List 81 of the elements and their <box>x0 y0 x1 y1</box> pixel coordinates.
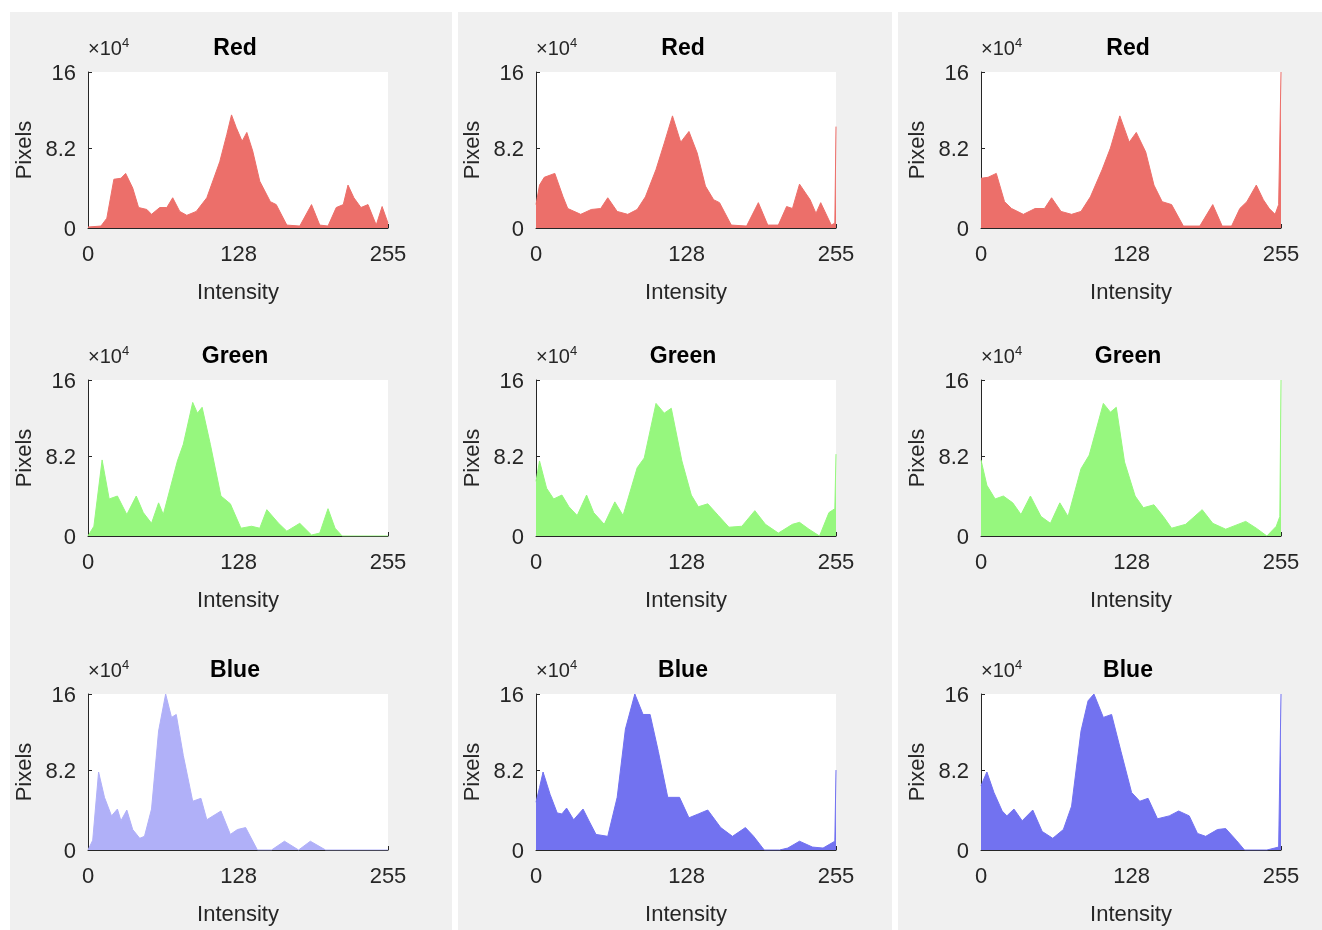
y-tick-label: 16 <box>51 681 76 707</box>
y-tick-label: 8.2 <box>493 757 524 783</box>
chart-title: Blue <box>1103 655 1153 682</box>
x-tick-label: 0 <box>529 862 543 888</box>
y-axis-title: Pixels <box>458 120 484 180</box>
x-tick-label: 255 <box>817 548 855 574</box>
chart-title: Blue <box>210 655 260 682</box>
x-tick-label: 255 <box>1262 862 1300 888</box>
y-tick-label: 0 <box>956 837 969 863</box>
y-tick-label: 16 <box>944 59 969 85</box>
y-axis-title: Pixels <box>10 120 36 180</box>
y-tick-label: 16 <box>944 681 969 707</box>
chart-title: Green <box>201 341 269 368</box>
x-axis-title: Intensity <box>197 278 279 304</box>
x-tick-label: 128 <box>220 548 257 574</box>
y-tick-label: 0 <box>63 215 76 241</box>
x-tick-label: 128 <box>220 240 257 266</box>
x-axis-title: Intensity <box>645 900 727 926</box>
y-tick-label: 16 <box>499 681 524 707</box>
x-tick-label: 0 <box>529 548 543 574</box>
x-tick-label: 255 <box>1262 548 1300 574</box>
x-axis-title: Intensity <box>645 586 727 612</box>
y-tick-label: 8.2 <box>45 757 76 783</box>
y-tick-label: 8.2 <box>938 443 969 469</box>
x-tick-label: 128 <box>668 548 705 574</box>
y-tick-label: 0 <box>511 837 524 863</box>
y-tick-label: 8.2 <box>45 135 76 161</box>
chart-title: Red <box>1106 33 1150 60</box>
x-axis-title: Intensity <box>1090 586 1172 612</box>
y-tick-label: 8.2 <box>493 443 524 469</box>
chart-title: Blue <box>658 655 708 682</box>
x-tick-label: 255 <box>369 862 407 888</box>
y-tick-label: 8.2 <box>493 135 524 161</box>
y-axis-title: Pixels <box>458 742 484 802</box>
x-tick-label: 128 <box>668 862 705 888</box>
x-tick-label: 255 <box>817 240 855 266</box>
x-tick-label: 128 <box>668 240 705 266</box>
y-tick-label: 16 <box>51 59 76 85</box>
y-axis-title: Pixels <box>10 428 36 488</box>
x-tick-label: 128 <box>1113 240 1150 266</box>
x-axis-title: Intensity <box>1090 900 1172 926</box>
x-tick-label: 0 <box>81 548 95 574</box>
y-axis-title: Pixels <box>458 428 484 488</box>
y-tick-label: 0 <box>956 523 969 549</box>
y-tick-label: 8.2 <box>938 135 969 161</box>
chart-title: Green <box>649 341 717 368</box>
x-tick-label: 128 <box>220 862 257 888</box>
chart-title: Red <box>661 33 705 60</box>
x-axis-title: Intensity <box>197 586 279 612</box>
y-tick-label: 0 <box>63 837 76 863</box>
y-tick-label: 16 <box>499 367 524 393</box>
x-axis-title: Intensity <box>1090 278 1172 304</box>
y-tick-label: 0 <box>956 215 969 241</box>
y-tick-label: 0 <box>511 215 524 241</box>
x-tick-label: 0 <box>529 240 543 266</box>
x-tick-label: 0 <box>81 240 95 266</box>
x-axis-title: Intensity <box>197 900 279 926</box>
chart-title: Green <box>1094 341 1162 368</box>
x-tick-label: 128 <box>1113 548 1150 574</box>
y-axis-title: Pixels <box>903 120 929 180</box>
y-tick-label: 8.2 <box>938 757 969 783</box>
y-tick-label: 16 <box>944 367 969 393</box>
y-tick-label: 16 <box>51 367 76 393</box>
x-tick-label: 255 <box>369 548 407 574</box>
x-tick-label: 0 <box>81 862 95 888</box>
x-tick-label: 255 <box>817 862 855 888</box>
x-tick-label: 0 <box>974 240 988 266</box>
y-tick-label: 0 <box>63 523 76 549</box>
y-axis-title: Pixels <box>903 742 929 802</box>
x-tick-label: 255 <box>369 240 407 266</box>
y-axis-title: Pixels <box>10 742 36 802</box>
x-tick-label: 0 <box>974 548 988 574</box>
y-axis-title: Pixels <box>903 428 929 488</box>
x-tick-label: 0 <box>974 862 988 888</box>
y-tick-label: 16 <box>499 59 524 85</box>
x-axis-title: Intensity <box>645 278 727 304</box>
x-tick-label: 128 <box>1113 862 1150 888</box>
x-tick-label: 255 <box>1262 240 1300 266</box>
y-tick-label: 0 <box>511 523 524 549</box>
y-tick-label: 8.2 <box>45 443 76 469</box>
chart-title: Red <box>213 33 257 60</box>
